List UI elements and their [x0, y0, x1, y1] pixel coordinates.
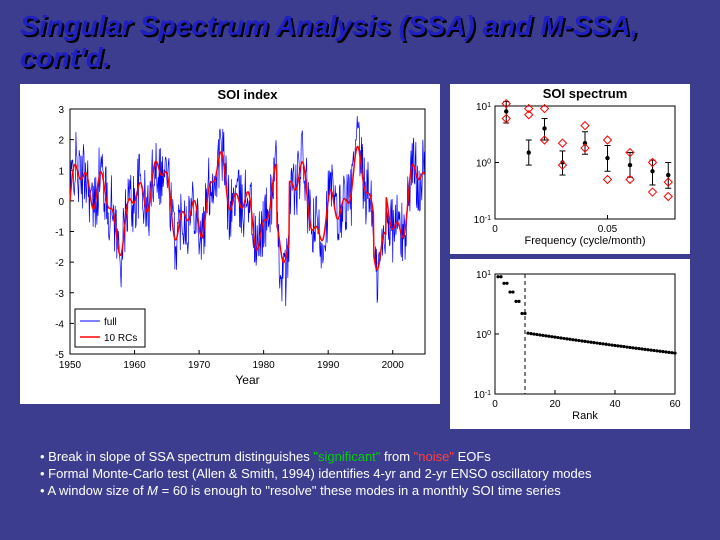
svg-text:0: 0: [58, 197, 64, 208]
svg-text:40: 40: [609, 399, 621, 410]
svg-text:1990: 1990: [317, 360, 340, 371]
bullet-1: Break in slope of SSA spectrum distingui…: [40, 449, 680, 464]
bullet-1-sig: "significant": [313, 449, 380, 464]
bullet-3: A window size of M = 60 is enough to "re…: [40, 483, 680, 498]
soi-index-chart: SOI index Year 1950 1960 1970 1980 1990 2000 -5 -…: [20, 84, 440, 404]
svg-text:101: 101: [476, 102, 491, 114]
svg-text:3: 3: [58, 105, 64, 116]
svg-text:1950: 1950: [59, 360, 82, 371]
svg-text:1: 1: [58, 166, 64, 177]
svg-text:SOI index: SOI index: [218, 87, 279, 102]
svg-text:-1: -1: [55, 228, 64, 239]
svg-text:SOI spectrum: SOI spectrum: [543, 86, 628, 101]
slide-title: Singular Spectrum Analysis (SSA) and M-S…: [0, 0, 720, 74]
bullet-list: Break in slope of SSA spectrum distingui…: [0, 439, 720, 498]
svg-text:101: 101: [476, 270, 491, 282]
soi-spectrum-chart: SOI spectrum Frequency (cycle/month) 0 0.05…: [450, 84, 690, 254]
bullet-1-mid: from: [380, 449, 413, 464]
svg-text:0.05: 0.05: [598, 224, 618, 235]
svg-text:-4: -4: [55, 319, 64, 330]
svg-text:60: 60: [669, 399, 681, 410]
svg-text:10-1: 10-1: [474, 215, 491, 227]
svg-text:2: 2: [58, 136, 64, 147]
bullet-1-pre: Break in slope of SSA spectrum distingui…: [48, 449, 313, 464]
bullet-1-noi: "noise": [414, 449, 454, 464]
svg-text:100: 100: [476, 330, 491, 342]
svg-text:Frequency (cycle/month): Frequency (cycle/month): [524, 235, 645, 247]
bullet-3-pre: A window size of: [47, 483, 147, 498]
svg-text:Year: Year: [235, 373, 259, 387]
rank-chart: Rank 0 20 40 60 10-1 100 101: [450, 259, 690, 429]
svg-text:Rank: Rank: [572, 410, 598, 422]
svg-text:10 RCs: 10 RCs: [104, 333, 137, 344]
right-charts-column: SOI spectrum Frequency (cycle/month) 0 0.05…: [450, 84, 690, 429]
svg-text:1960: 1960: [123, 360, 146, 371]
bullet-2-text: Formal Monte-Carlo test (Allen & Smith, …: [48, 466, 591, 481]
svg-text:1980: 1980: [253, 360, 276, 371]
svg-text:10-1: 10-1: [474, 390, 491, 402]
svg-text:-2: -2: [55, 258, 64, 269]
svg-text:100: 100: [476, 158, 491, 170]
bullet-3-post: = 60 is enough to "resolve" these modes …: [158, 483, 561, 498]
svg-text:full: full: [104, 317, 117, 328]
bullet-2: Formal Monte-Carlo test (Allen & Smith, …: [40, 466, 680, 481]
svg-text:-5: -5: [55, 350, 64, 361]
bullet-1-post: EOFs: [454, 449, 491, 464]
charts-container: SOI indexYear195019601970198019902000-5-…: [0, 74, 720, 439]
svg-text:1970: 1970: [188, 360, 211, 371]
svg-text:0: 0: [492, 224, 498, 235]
svg-text:-3: -3: [55, 289, 64, 300]
bullet-3-ital: M: [147, 483, 158, 498]
svg-text:20: 20: [549, 399, 561, 410]
svg-text:0: 0: [492, 399, 498, 410]
svg-text:2000: 2000: [382, 360, 405, 371]
